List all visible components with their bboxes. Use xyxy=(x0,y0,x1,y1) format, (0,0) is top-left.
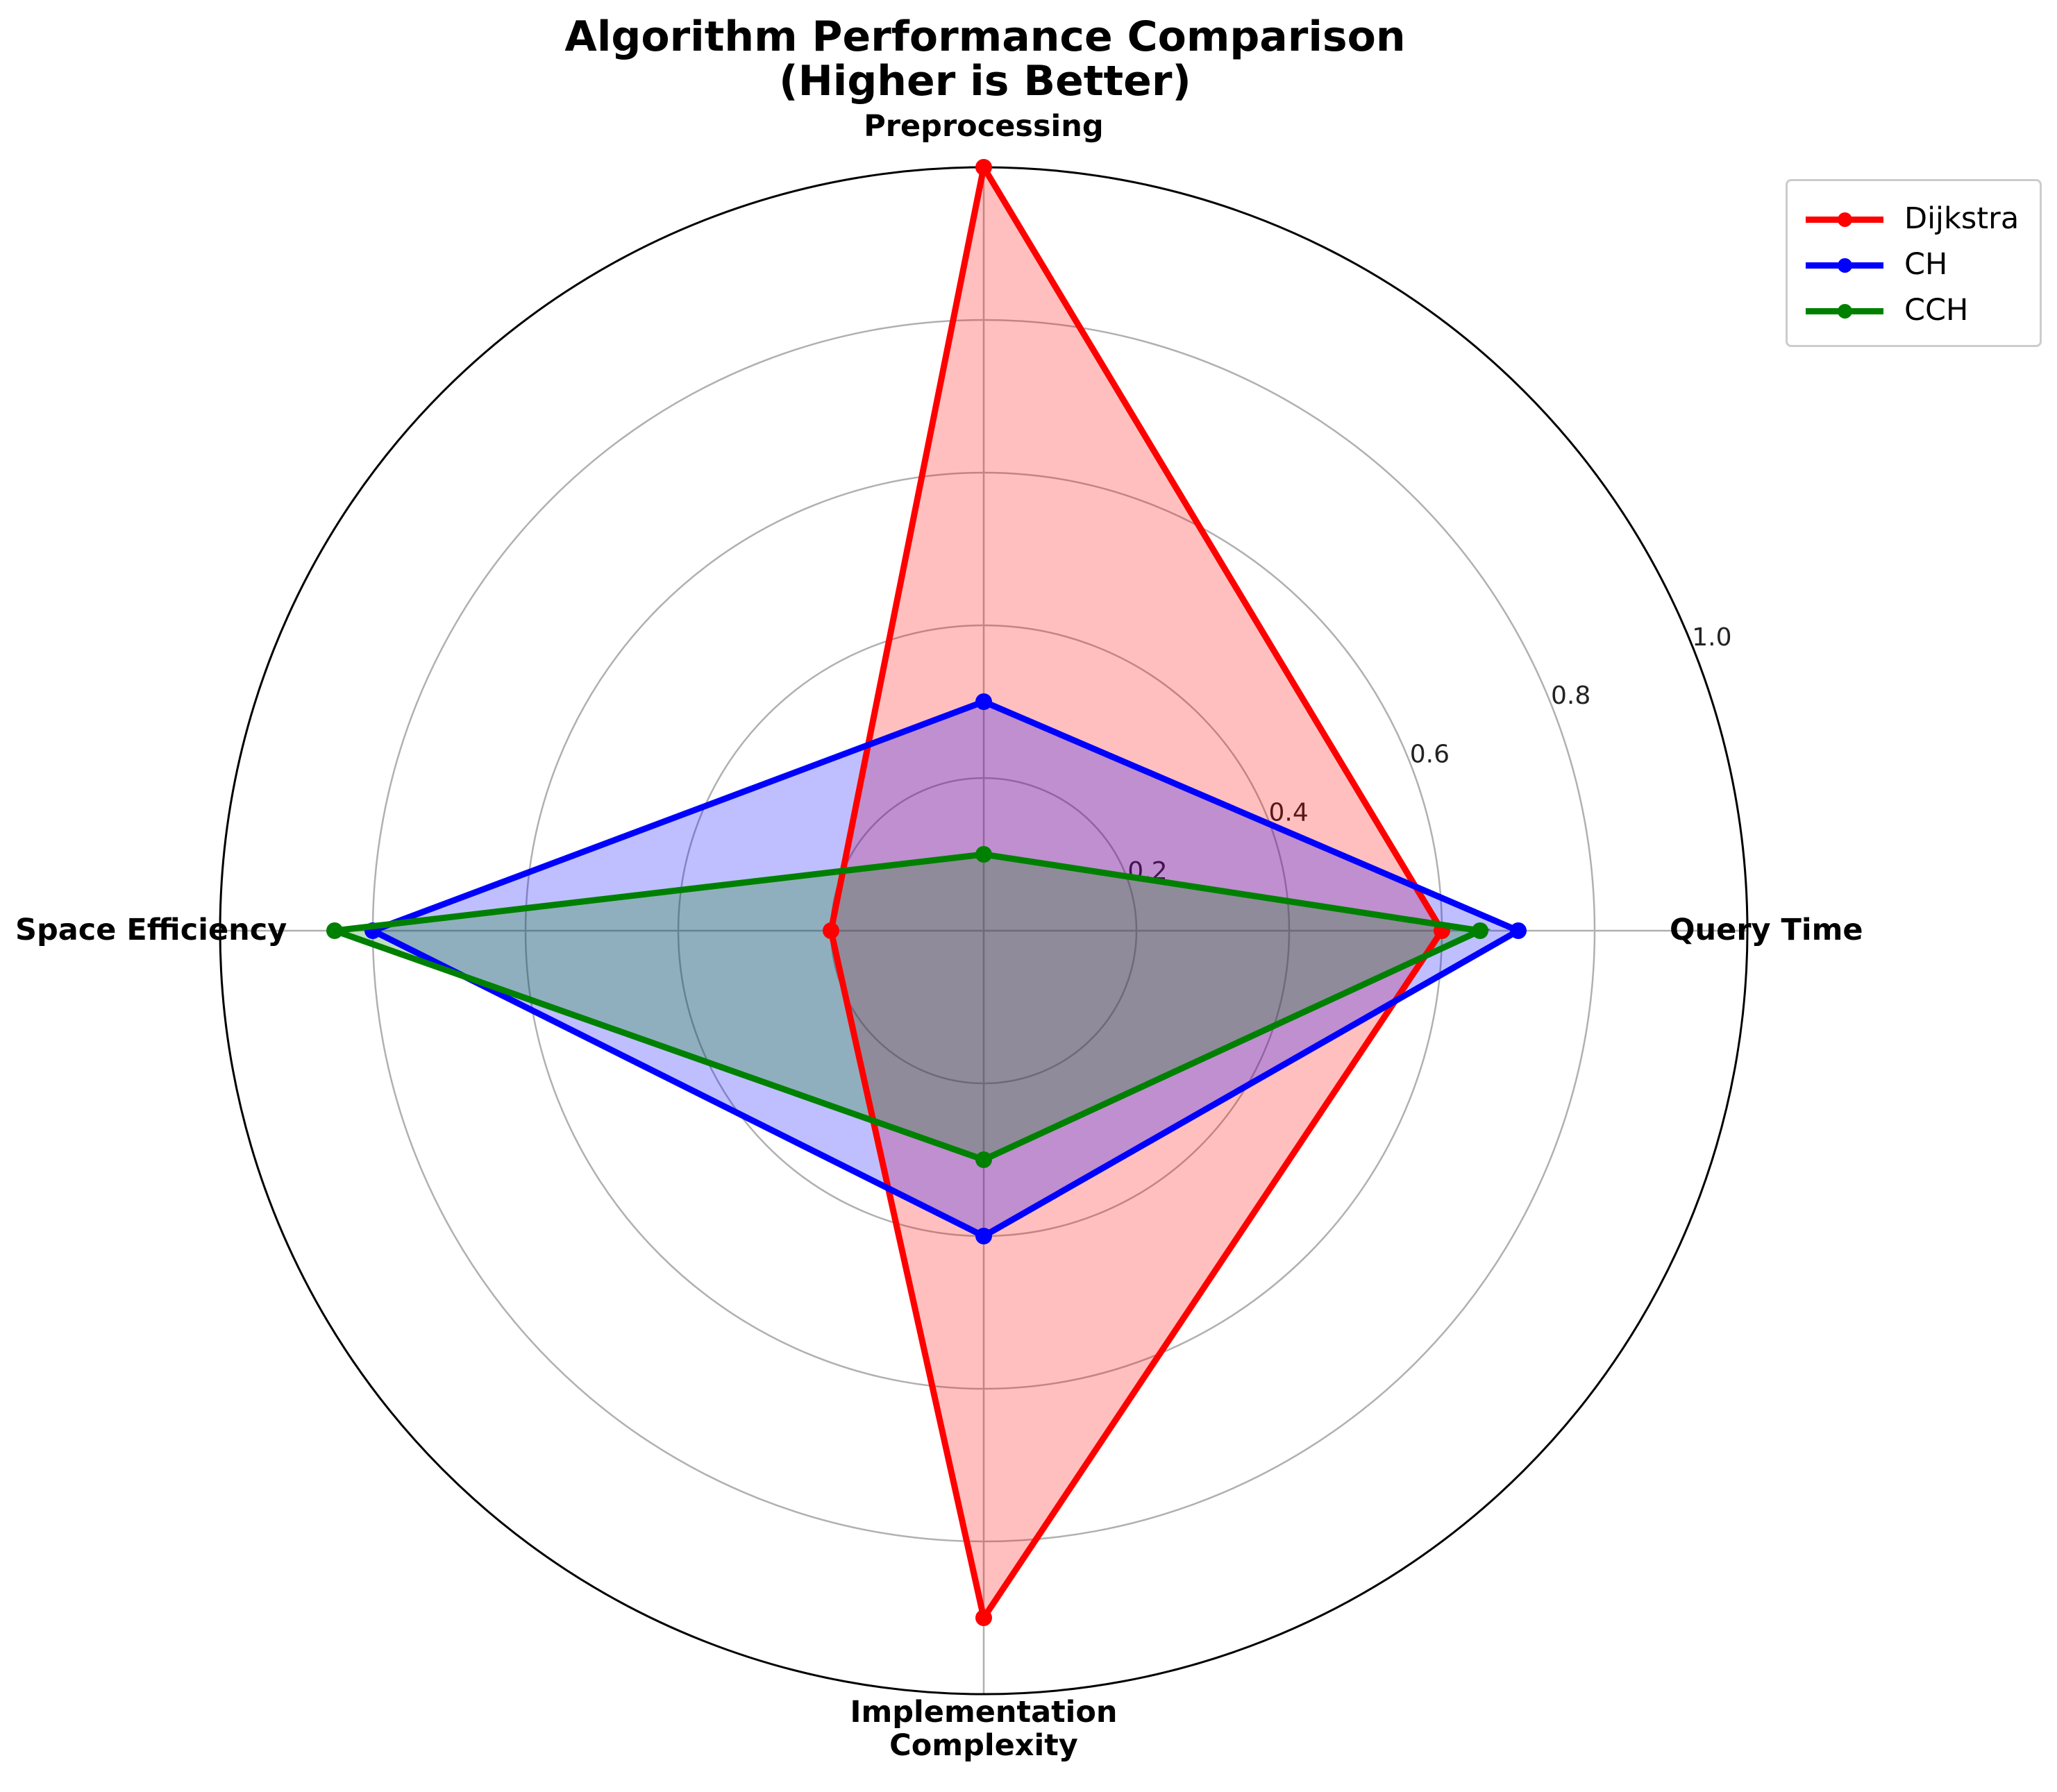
data-point-cch xyxy=(326,922,343,939)
axis-label-3: Implementation Complexity xyxy=(850,1695,1118,1764)
data-point-ch xyxy=(1510,922,1527,939)
legend-item-cch: CCH xyxy=(1788,291,2040,330)
legend-item-dijkstra: Dijkstra xyxy=(1788,199,2040,238)
data-point-dijkstra xyxy=(975,159,992,176)
axis-label-2: Space Efficiency xyxy=(15,913,287,947)
rtick-label: 1.0 xyxy=(1692,623,1731,652)
series-fill-cch xyxy=(335,854,1480,1160)
axis-label-1: Preprocessing xyxy=(864,109,1104,144)
chart-title: Algorithm Performance Comparison (Higher… xyxy=(564,12,1406,105)
legend: Dijkstra CH CCH xyxy=(1786,179,2042,347)
data-point-cch xyxy=(1472,922,1488,939)
legend-item-ch: CH xyxy=(1788,245,2040,284)
legend-label: Dijkstra xyxy=(1904,201,2020,236)
axis-label-0: Query Time xyxy=(1670,913,1863,947)
rtick-label: 0.6 xyxy=(1410,740,1450,768)
legend-swatch-marker xyxy=(1838,212,1852,227)
rtick-label: 0.4 xyxy=(1269,799,1309,827)
data-point-dijkstra xyxy=(975,1609,992,1626)
data-point-cch xyxy=(975,846,992,863)
series-fill-dijkstra xyxy=(831,167,1442,1618)
legend-swatch-marker xyxy=(1838,304,1852,319)
legend-label: CH xyxy=(1904,247,1948,282)
legend-label: CCH xyxy=(1904,293,1969,328)
data-point-cch xyxy=(975,1151,992,1168)
series-fill-ch xyxy=(373,702,1518,1236)
legend-swatch-marker xyxy=(1838,258,1852,273)
data-point-dijkstra xyxy=(823,922,839,939)
data-point-ch xyxy=(975,693,992,710)
rtick-label: 0.8 xyxy=(1551,682,1590,710)
data-point-ch xyxy=(975,1228,992,1244)
